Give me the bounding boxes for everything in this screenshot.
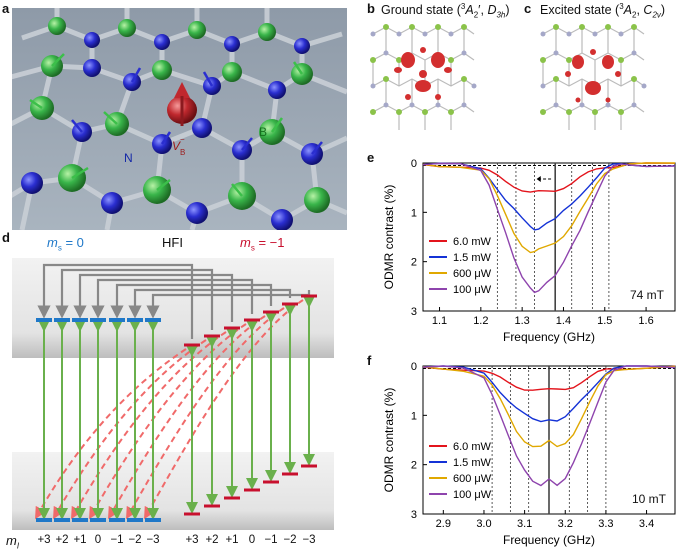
panel-a-N-label: N — [124, 151, 133, 165]
hfi-arrow-3 — [91, 278, 254, 319]
series-line-3 — [422, 365, 676, 487]
relaxation-arrow-1 — [53, 339, 207, 520]
mI-left-value-5: −2 — [128, 534, 142, 546]
series-line-1 — [422, 365, 676, 423]
x-tick-label-5: 3.4 — [639, 518, 654, 530]
relaxation-dashed-arrows — [35, 299, 304, 520]
panel-a-B-label: B — [259, 125, 267, 139]
y-tick-label-3: 3 — [411, 306, 417, 318]
y-tick-label-0: 0 — [411, 158, 417, 170]
x-tick-label-1: 1.2 — [473, 315, 488, 327]
relaxation-arrow-2 — [71, 331, 227, 520]
panel-a-V-sub: B — [180, 148, 185, 157]
y-tick-label-2: 2 — [411, 460, 417, 472]
legend-label-0: 6.0 mW — [453, 236, 492, 248]
panel-c-label: c — [524, 1, 532, 16]
x-tick-label-3: 3.2 — [558, 518, 573, 530]
x-tick-label-4: 1.5 — [597, 315, 612, 327]
x-axis-label: Frequency (GHz) — [503, 330, 595, 344]
hfi-gray-arrows — [37, 263, 311, 339]
panel-d-level-diagram — [12, 258, 334, 530]
x-tick-label-5: 1.6 — [638, 315, 653, 327]
x-axis-label: Frequency (GHz) — [503, 533, 595, 547]
series-line-1 — [422, 162, 676, 231]
y-tick-label-0: 0 — [411, 361, 417, 373]
x-tick-label-2: 1.3 — [514, 315, 529, 327]
relaxation-arrow-5 — [126, 307, 285, 520]
series-line-0 — [422, 365, 676, 391]
x-tick-label-3: 1.4 — [556, 315, 571, 327]
shift-arrow-head — [536, 176, 541, 182]
upper-band — [12, 258, 334, 358]
series-line-0 — [422, 162, 676, 193]
panel-d-label: d — [2, 230, 10, 245]
panel-e-field: 74 mT — [630, 288, 665, 302]
panel-b-label: b — [367, 1, 375, 16]
mI-right-value-5: −2 — [283, 534, 297, 546]
mI-right-value-3: 0 — [248, 534, 256, 546]
y-tick-label-2: 2 — [411, 257, 417, 269]
mI-right-value-2: +1 — [225, 534, 239, 546]
y-axis-label: ODMR contrast (%) — [382, 185, 396, 290]
mI-right-value-4: −1 — [264, 534, 278, 546]
panel-a-V-sup: − — [180, 135, 185, 144]
panel-c-orbital-image — [540, 24, 647, 130]
relaxation-arrow-4 — [108, 315, 266, 520]
hfi-arrow-2 — [73, 273, 234, 322]
mI-left-value-3: 0 — [94, 534, 102, 546]
legend-label-0: 6.0 mW — [453, 441, 492, 453]
hfi-arrow-0 — [37, 263, 194, 339]
y-tick-label-3: 3 — [411, 509, 417, 521]
panel-d-ms0-label: ms = 0 — [47, 235, 84, 253]
energy-levels — [36, 294, 317, 522]
legend-label-3: 100 μW — [453, 284, 492, 296]
series-line-3 — [422, 162, 676, 294]
panel-a-lattice-image: N B V B − — [12, 8, 347, 230]
series-line-2 — [422, 162, 675, 254]
legend-label-1: 1.5 mW — [453, 252, 492, 264]
chart-f: 2.9 3.0 3.1 3.2 3.3 3.4 0 1 2 3 Frequency (GHz) ODM… — [382, 361, 676, 547]
mI-right-value-1: +2 — [205, 534, 219, 546]
x-tick-label-2: 3.1 — [517, 518, 532, 530]
panel-a-label: a — [2, 1, 10, 16]
mI-left-value-1: +2 — [55, 534, 69, 546]
mI-left-value-6: −3 — [146, 534, 160, 546]
x-tick-label-0: 1.1 — [432, 315, 447, 327]
panel-d-msm1-label: ms = −1 — [240, 235, 285, 253]
panel-e-label: e — [367, 150, 375, 165]
x-tick-label-4: 3.3 — [598, 518, 613, 530]
chart-e: 1.1 1.2 1.3 1.4 1.5 1.6 0 1 2 3 Frequency (GHz) ODM… — [382, 158, 676, 344]
panel-f-label: f — [367, 353, 372, 368]
panel-b-title: Ground state (3A2′, D3h) — [381, 2, 510, 20]
relaxation-arrow-6 — [144, 299, 304, 520]
legend-label-2: 600 μW — [453, 268, 492, 280]
y-axis-label: ODMR contrast (%) — [382, 388, 396, 493]
mI-right-value-0: +3 — [185, 534, 199, 546]
mI-left-value-4: −1 — [110, 534, 124, 546]
mI-left-value-0: +3 — [37, 534, 51, 546]
y-tick-label-1: 1 — [411, 207, 417, 219]
panel-c-title: Excited state (3A2, C2v) — [540, 2, 666, 20]
hfi-arrow-1 — [55, 268, 214, 330]
hfi-arrow-6 — [146, 290, 311, 319]
panel-b-orbital-image — [370, 24, 477, 130]
legend-label-1: 1.5 mW — [453, 457, 492, 469]
x-tick-label-0: 2.9 — [436, 518, 451, 530]
relaxation-arrow-3 — [89, 323, 247, 520]
legend-label-2: 600 μW — [453, 473, 492, 485]
mI-left-value-2: +1 — [73, 534, 87, 546]
legend-label-3: 100 μW — [453, 489, 492, 501]
x-tick-label-1: 3.0 — [476, 518, 491, 530]
series-line-2 — [422, 365, 676, 448]
relaxation-arrow-0 — [35, 348, 187, 520]
mI-right-value-6: −3 — [302, 534, 316, 546]
panel-d-mI-label: mI — [6, 533, 20, 551]
panel-f-field: 10 mT — [632, 492, 667, 506]
optical-green-arrows — [38, 296, 315, 520]
panel-d-hfi-label: HFI — [162, 235, 183, 250]
plot-frame — [422, 162, 676, 312]
panel-a-V-label: V — [172, 139, 181, 153]
y-tick-label-1: 1 — [411, 410, 417, 422]
